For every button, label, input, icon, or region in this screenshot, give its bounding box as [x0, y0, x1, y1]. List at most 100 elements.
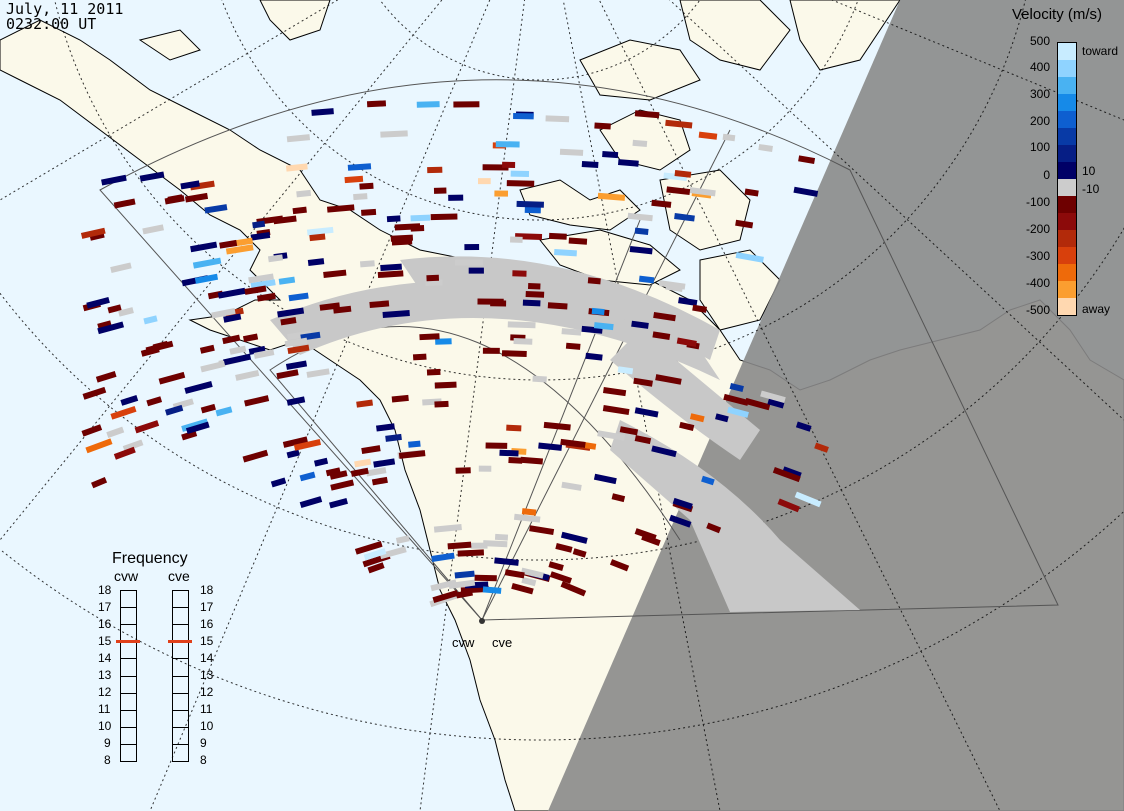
velocity-cell	[672, 497, 693, 510]
velocity-cell	[494, 190, 509, 197]
velocity-cell	[793, 186, 819, 197]
velocity-cell	[744, 188, 759, 197]
velocity-cell	[676, 337, 697, 347]
velocity-cell	[633, 377, 653, 387]
color-bar-segment	[1058, 230, 1076, 247]
night-shading	[548, 0, 1124, 811]
velocity-cell	[365, 467, 387, 477]
velocity-cell	[545, 115, 570, 123]
velocity-cell	[554, 249, 577, 257]
velocity-cell	[655, 374, 682, 385]
velocity-cell	[180, 180, 200, 190]
frequency-tick-left: 11	[98, 702, 111, 716]
velocity-cell	[559, 148, 584, 156]
velocity-cell	[597, 430, 626, 441]
velocity-cell	[306, 368, 330, 378]
velocity-cell	[367, 562, 385, 574]
velocity-cell	[634, 435, 652, 445]
velocity-cell	[285, 163, 308, 172]
velocity-cell	[373, 458, 396, 468]
velocity-cell	[285, 360, 308, 370]
velocity-cell	[359, 182, 374, 190]
frequency-tick-left: 15	[98, 634, 112, 648]
velocity-cell	[143, 315, 158, 325]
velocity-cell	[299, 471, 316, 482]
date-label: July, 11 2011	[6, 0, 124, 18]
velocity-cell	[538, 442, 563, 451]
velocity-cell	[581, 161, 599, 168]
velocity-cell	[363, 548, 387, 561]
velocity-cell	[347, 163, 372, 171]
velocity-cell	[323, 269, 347, 279]
velocity-cell	[477, 298, 504, 305]
velocity-cell	[325, 467, 341, 477]
time-label: 0232:00 UT	[6, 15, 97, 33]
velocity-cell	[250, 279, 276, 290]
velocity-cell	[521, 576, 537, 587]
velocity-cell	[377, 270, 404, 279]
velocity-tick: -400	[1025, 276, 1050, 290]
frequency-tick-right: 11	[200, 702, 213, 716]
velocity-cell	[651, 445, 677, 458]
velocity-tick: -10	[1082, 182, 1100, 196]
velocity-tick: 10	[1082, 164, 1096, 178]
velocity-cell	[529, 525, 555, 536]
velocity-cell	[468, 267, 484, 274]
velocity-cell	[561, 481, 582, 491]
velocity-cell	[593, 322, 614, 331]
velocity-cell	[244, 285, 267, 295]
velocity-cell	[359, 260, 375, 268]
velocity-cell	[242, 449, 269, 463]
velocity-cell	[547, 302, 568, 310]
velocity-cell	[273, 215, 297, 225]
frequency-cell	[173, 692, 188, 710]
velocity-cell	[591, 307, 605, 316]
velocity-cell	[634, 110, 660, 119]
velocity-cell	[287, 344, 310, 355]
velocity-cell	[669, 514, 692, 528]
velocity-cell	[113, 446, 136, 460]
velocity-cell	[110, 262, 132, 273]
frequency-column-cve	[172, 590, 189, 762]
color-bar-segment	[1058, 60, 1076, 77]
frequency-cell	[173, 591, 188, 607]
frequency-marker	[168, 640, 192, 643]
velocity-cell	[674, 213, 695, 222]
velocity-cell	[329, 470, 348, 480]
frequency-cell	[173, 726, 188, 744]
velocity-cell	[549, 571, 572, 584]
frequency-marker	[116, 640, 140, 643]
velocity-cell	[767, 398, 785, 409]
velocity-cell	[398, 450, 426, 459]
velocity-cell	[223, 313, 242, 323]
velocity-cell	[412, 353, 427, 361]
velocity-cell	[311, 108, 334, 116]
velocity-cell	[296, 189, 312, 198]
velocity-cell	[651, 199, 672, 208]
frequency-tick-left: 18	[98, 583, 112, 597]
velocity-cell	[602, 387, 627, 397]
velocity-cell	[548, 232, 567, 240]
velocity-cell	[448, 194, 464, 201]
velocity-cell	[698, 131, 718, 140]
frequency-cell	[173, 709, 188, 727]
velocity-cell	[395, 535, 410, 544]
velocity-cell	[184, 381, 213, 394]
velocity-cell	[543, 421, 571, 431]
velocity-cell	[478, 465, 492, 472]
velocity-cell	[382, 310, 410, 318]
velocity-cell	[293, 439, 322, 451]
frequency-cell	[121, 591, 136, 607]
velocity-cell	[276, 369, 299, 380]
velocity-cell	[722, 133, 736, 142]
velocity-cell	[433, 187, 447, 194]
frequency-cell	[121, 641, 136, 658]
velocity-cell	[361, 445, 381, 455]
velocity-cell	[80, 227, 106, 239]
velocity-cell	[287, 330, 312, 341]
velocity-cell	[560, 438, 586, 448]
velocity-cell	[522, 299, 541, 307]
velocity-cell	[482, 164, 509, 171]
velocity-tick: -100	[1025, 195, 1050, 209]
